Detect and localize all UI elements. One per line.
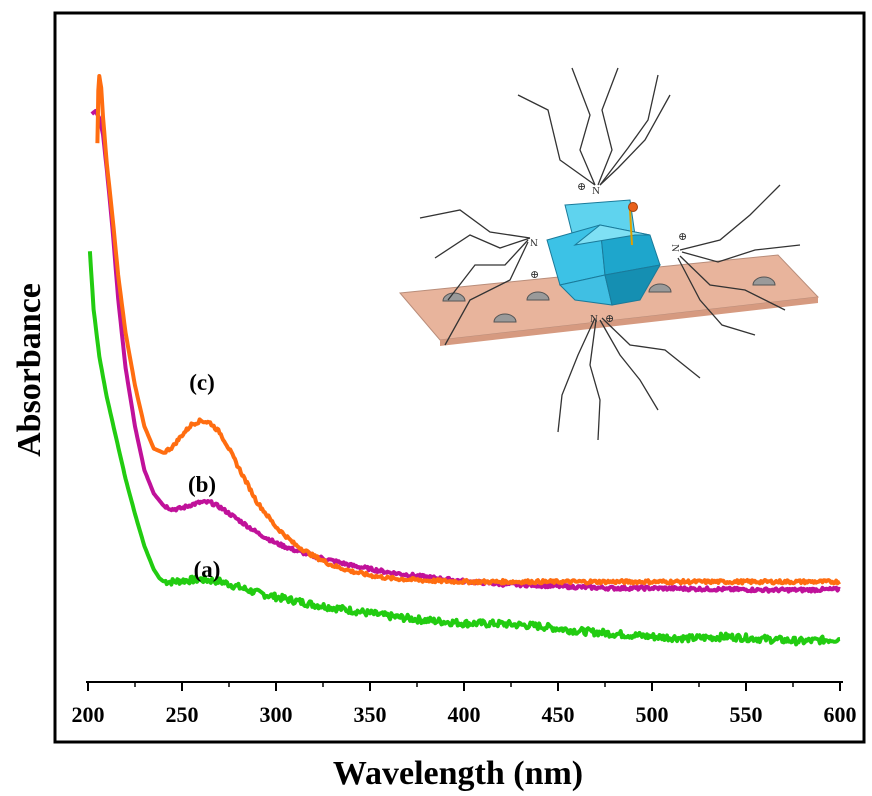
n-top: N — [592, 185, 600, 197]
chart-frame — [53, 11, 866, 744]
x-tick-label-500: 500 — [636, 702, 669, 727]
x-tick-label-250: 250 — [166, 702, 199, 727]
series-label-c: (c) — [189, 370, 215, 395]
series-label-b: (b) — [188, 472, 216, 497]
charge-bottom: ⊕ — [605, 313, 614, 325]
charge-right: ⊕ — [678, 231, 687, 243]
polyoxometalate-cluster — [546, 199, 661, 306]
n-bottom: N — [590, 313, 598, 325]
x-tick-label-200: 200 — [72, 702, 105, 727]
x-axis-title: Wavelength (nm) — [333, 755, 583, 792]
x-axis-tick-labels: 200 250 300 350 400 450 500 550 600 — [72, 702, 857, 727]
surface-wells — [442, 276, 776, 323]
n-right: N — [669, 244, 681, 252]
charge-top: ⊕ — [577, 181, 586, 193]
x-tick-label-350: 350 — [354, 702, 387, 727]
molecular-schematic-inset: N ⊕ N ⊕ N ⊕ N ⊕ — [399, 67, 820, 441]
series-line-c — [95, 74, 841, 586]
n-left: N — [530, 236, 538, 248]
series-layer — [87, 74, 841, 647]
x-tick-label-600: 600 — [824, 702, 857, 727]
series-label-a: (a) — [194, 557, 221, 582]
x-tick-label-300: 300 — [260, 702, 293, 727]
ammonium-labels: N ⊕ N ⊕ N ⊕ N ⊕ — [530, 181, 687, 325]
alkyl-chains — [419, 67, 801, 441]
y-axis-title: Absorbance — [11, 283, 48, 457]
charge-left: ⊕ — [530, 269, 539, 281]
x-tick-label-550: 550 — [730, 702, 763, 727]
series-line-b — [90, 109, 841, 594]
series-line-a — [87, 251, 841, 647]
x-axis-ticks — [87, 682, 841, 691]
x-tick-label-400: 400 — [448, 702, 481, 727]
x-tick-label-450: 450 — [542, 702, 575, 727]
surface-slab-edge — [440, 297, 818, 346]
